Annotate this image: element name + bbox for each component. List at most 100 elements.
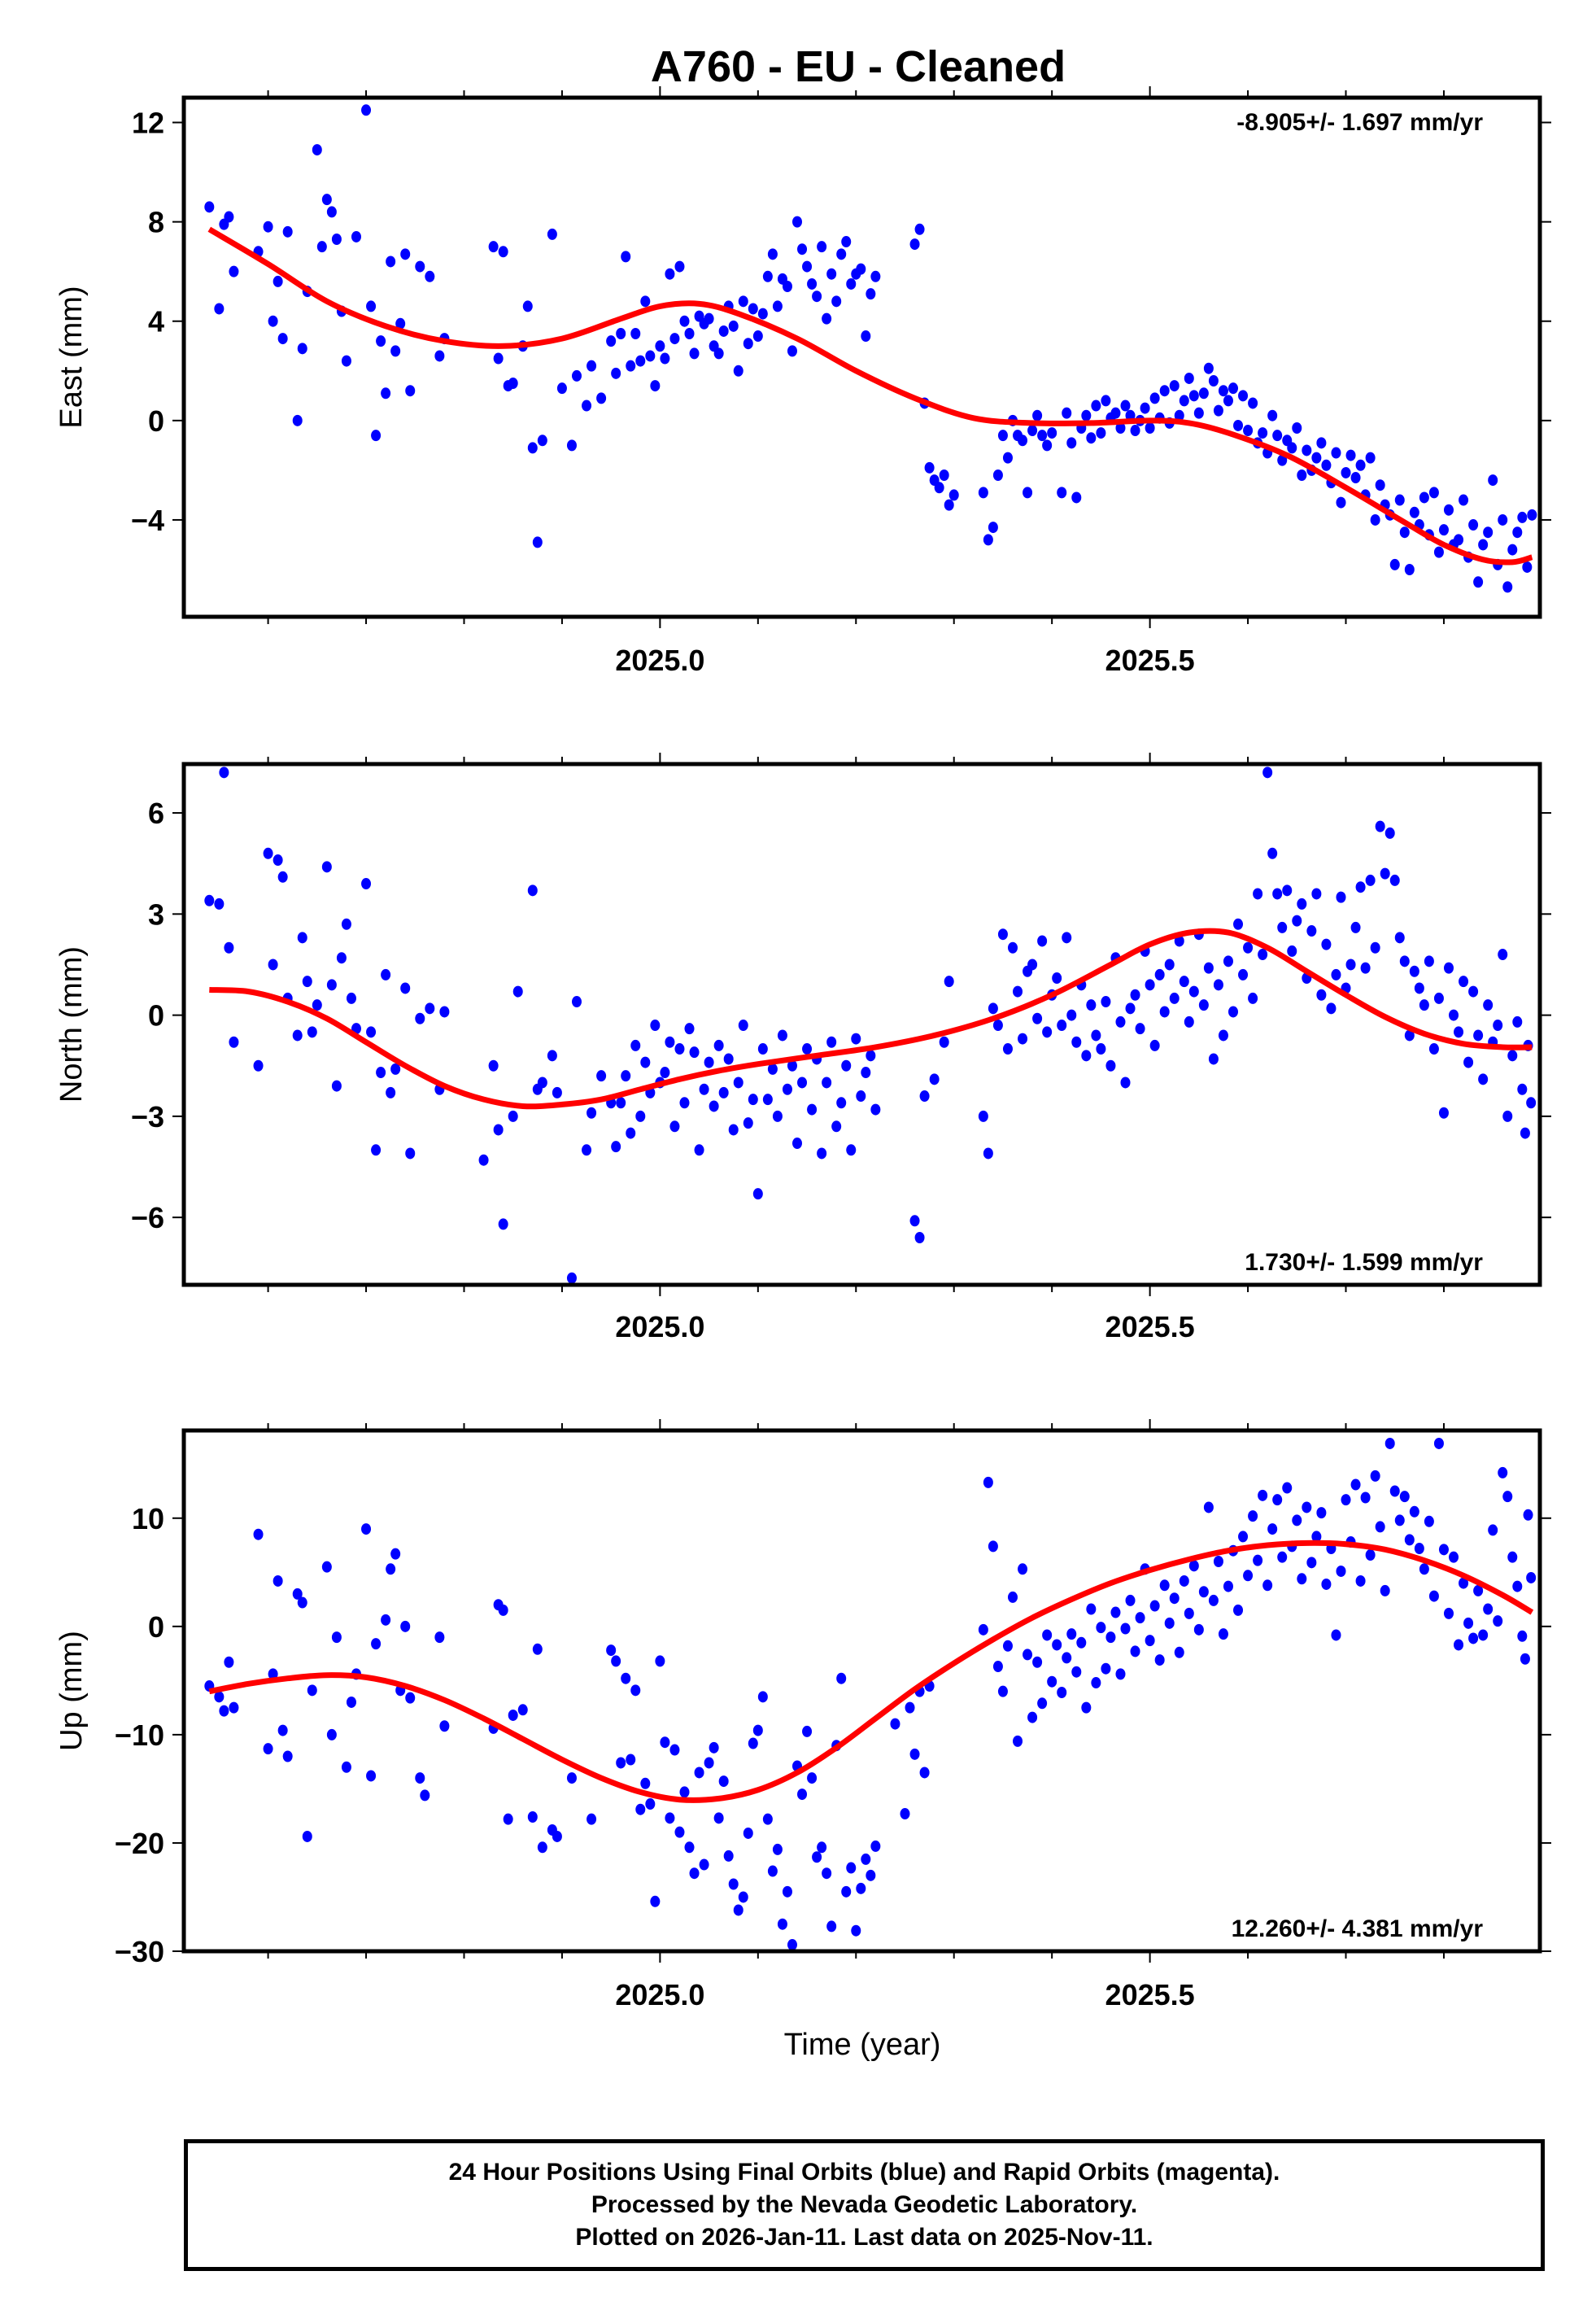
data-point [684, 1023, 695, 1035]
data-point [321, 1561, 332, 1573]
data-point [851, 1033, 861, 1045]
data-point [997, 1685, 1008, 1697]
data-point [1052, 1639, 1062, 1651]
data-point [1414, 982, 1424, 994]
data-point [263, 221, 273, 233]
data-point [929, 1073, 940, 1085]
data-point [1306, 925, 1317, 937]
data-point [224, 1656, 234, 1668]
data-point [341, 355, 351, 367]
data-point [566, 439, 577, 452]
data-point [366, 300, 377, 312]
data-point [983, 1476, 993, 1488]
data-point [527, 1811, 538, 1823]
data-point [1179, 976, 1189, 988]
data-point [817, 1147, 827, 1160]
data-point [420, 1789, 430, 1802]
data-point [709, 1741, 719, 1754]
data-point [547, 228, 557, 240]
data-point [1027, 959, 1038, 971]
data-point [728, 1878, 739, 1890]
data-point [1208, 1594, 1219, 1606]
points-east [204, 104, 1537, 593]
data-point [1428, 1043, 1439, 1055]
data-point [1502, 581, 1513, 593]
data-point [537, 435, 547, 447]
data-point [738, 1891, 748, 1903]
data-point [684, 328, 695, 339]
data-point [606, 335, 617, 347]
data-point [552, 1830, 562, 1842]
data-point [826, 268, 837, 280]
data-point [699, 1858, 709, 1871]
data-point [1428, 1590, 1439, 1602]
data-point [665, 268, 675, 280]
data-point [1483, 1603, 1494, 1615]
data-point [674, 260, 685, 273]
data-point [277, 871, 288, 883]
data-point [988, 522, 998, 534]
data-point [728, 320, 739, 332]
data-point [841, 1885, 852, 1898]
data-point [1443, 962, 1454, 974]
data-point [229, 1036, 239, 1048]
data-point [866, 1869, 876, 1881]
data-point [371, 1144, 382, 1156]
data-point [277, 1724, 288, 1736]
data-point [1023, 487, 1033, 499]
data-point [1282, 884, 1293, 897]
data-point [890, 1718, 900, 1730]
data-point [616, 1097, 626, 1109]
data-point [992, 469, 1003, 481]
data-point [728, 1124, 739, 1136]
data-point [1135, 1023, 1145, 1035]
data-point [1277, 454, 1288, 466]
data-point [1409, 506, 1419, 518]
data-point [757, 1691, 768, 1703]
data-point [1218, 385, 1228, 397]
data-point [1169, 1592, 1180, 1605]
data-point [1096, 1622, 1106, 1634]
data-point [537, 1841, 547, 1854]
data-point [1375, 1521, 1385, 1533]
data-point [1002, 452, 1013, 464]
data-point [1159, 385, 1170, 397]
data-point [669, 1120, 680, 1133]
data-point [807, 277, 818, 290]
data-point [1018, 435, 1028, 447]
data-point [1096, 1043, 1106, 1055]
data-point [1223, 955, 1233, 967]
y-tick-label: 4 [148, 305, 164, 338]
data-point [321, 861, 332, 873]
data-point [1169, 992, 1180, 1004]
data-point [1130, 425, 1140, 437]
data-point [1057, 1686, 1067, 1698]
data-point [214, 303, 225, 315]
data-point [988, 1540, 998, 1553]
data-point [316, 241, 327, 253]
data-point [1507, 1050, 1518, 1062]
data-point [802, 1725, 813, 1737]
data-point [498, 1604, 508, 1616]
data-point [812, 290, 822, 303]
data-point [1404, 1534, 1415, 1546]
data-point [1316, 989, 1327, 1001]
data-point [341, 918, 351, 930]
data-point [302, 976, 312, 988]
data-point [1081, 1050, 1092, 1062]
data-point [1272, 888, 1283, 900]
panels: 2025.0 2025.5 12 8 4 0 −4 East (mm) -8.905+/- 1.… [55, 86, 1551, 2011]
data-point [621, 1070, 631, 1082]
data-point [851, 1924, 861, 1937]
data-point [425, 1002, 435, 1015]
data-point [1336, 891, 1346, 903]
data-point [611, 1141, 621, 1153]
data-point [1071, 1666, 1082, 1678]
data-point [1302, 444, 1312, 456]
data-point [488, 1059, 499, 1072]
data-point [587, 360, 597, 372]
data-point [302, 1830, 312, 1842]
x-tick-label: 2025.5 [1105, 1310, 1195, 1343]
data-point [371, 430, 382, 442]
data-point [224, 211, 234, 223]
